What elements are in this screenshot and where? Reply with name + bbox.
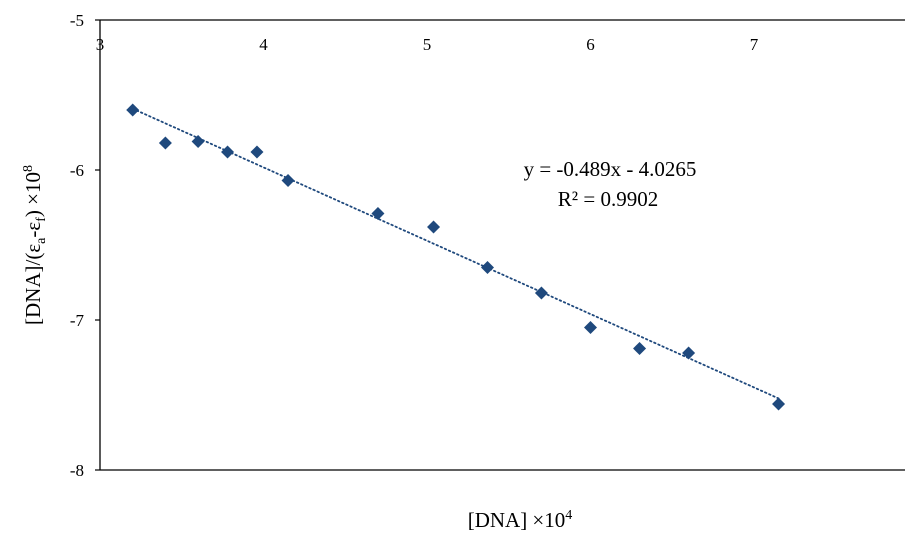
y-axis-title: [DNA]/(εa-εf) ×108 <box>21 165 49 325</box>
data-point <box>633 342 647 355</box>
y-tick-label: -8 <box>70 461 84 480</box>
data-point <box>534 286 548 300</box>
data-point <box>221 145 235 159</box>
data-point <box>480 261 494 274</box>
y-axis-title-sup: 8 <box>21 165 36 172</box>
data-point <box>281 174 295 187</box>
trendline-group <box>131 107 780 400</box>
data-point <box>584 321 597 334</box>
data-point <box>158 136 172 150</box>
x-tick-label: 6 <box>586 35 595 54</box>
data-point <box>371 207 385 220</box>
x-tick-label: 7 <box>750 35 759 54</box>
tick-labels: 3 4 5 6 7 -5 -6 -7 -8 <box>70 11 759 480</box>
y-axis-title-sub2: f <box>34 217 49 222</box>
y-tick-label: -7 <box>70 311 85 330</box>
x-tick-label: 4 <box>259 35 268 54</box>
y-axis-title-part2: -ε <box>21 222 45 238</box>
x-tick-label: 5 <box>423 35 432 54</box>
y-axis-title-part3: ) ×10 <box>21 172 45 217</box>
data-point <box>191 135 205 148</box>
trendline <box>131 107 780 400</box>
y-tick-label: -5 <box>70 11 84 30</box>
data-point <box>772 397 786 411</box>
x-axis-title-sup: 4 <box>565 508 572 523</box>
data-point <box>682 346 696 360</box>
data-point <box>126 103 140 117</box>
data-point <box>250 145 264 159</box>
r-squared-label: R² = 0.9902 <box>558 187 658 211</box>
trendline-equation: y = -0.489x - 4.0265 <box>524 157 697 181</box>
data-points <box>126 103 786 411</box>
axes <box>95 19 905 471</box>
y-axis-title-sub1: a <box>34 237 49 244</box>
y-tick-label: -6 <box>70 161 84 180</box>
y-axis-title-part1: [DNA]/(ε <box>21 244 45 325</box>
data-point <box>427 220 441 234</box>
x-tick-label: 3 <box>96 35 105 54</box>
x-axis-title-main: [DNA] ×10 <box>468 508 566 532</box>
x-axis-title: [DNA] ×104 <box>468 508 573 532</box>
